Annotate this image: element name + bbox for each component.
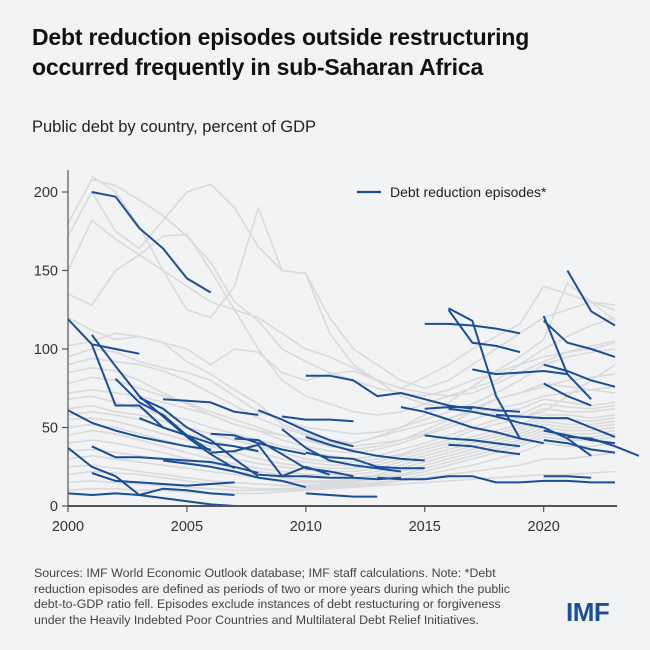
debt-reduction-episode-line [258,473,402,481]
debt-reduction-episode-line [138,396,259,478]
debt-reduction-episode-line [305,435,425,462]
debt-reduction-episode-line [543,363,616,388]
debt-reduction-episode-line [305,492,378,498]
debt-reduction-episode-line [542,315,592,400]
debt-reduction-episode-line [496,413,616,438]
debt-reduction-episode-line [566,269,616,327]
debt-reduction-episode-line [447,309,521,354]
debt-reduction-episode-line [424,322,521,335]
country-series-line [67,282,616,444]
debt-reduction-episode-line [543,382,592,407]
debt-reduction-episode-line [67,447,235,496]
chart-subtitle: Public debt by country, percent of GDP [32,118,317,136]
legend-label: Debt reduction episodes* [390,184,547,200]
debt-reduction-episode-line [114,378,212,452]
country-series-line [67,420,616,473]
debt-reduction-episode-line [67,409,211,451]
y-tick-label: 200 [34,185,58,201]
debt-reduction-episode-line [163,398,259,416]
x-tick-label: 2015 [409,519,441,535]
debt-reduction-episode-line [210,443,330,478]
country-series-line [67,389,616,454]
debt-reduction-episode-line [305,451,425,470]
debt-reduction-episode-line [91,343,140,355]
debt-reduction-episode-line [543,475,592,479]
country-series-line [67,433,616,484]
country-series-line [67,233,616,416]
x-tick-label: 2020 [528,519,560,535]
x-tick-label: 2010 [290,519,322,535]
country-series-line [67,417,616,470]
debt-reduction-episode-line [91,445,259,474]
legend: Debt reduction episodes* [357,184,547,200]
debt-reduction-episode-line [162,459,307,489]
country-series-line [67,183,616,390]
country-series-line [67,451,616,492]
debt-reduction-episode-line [448,307,521,439]
debt-reduction-episode-line [424,434,521,448]
debt-reduction-episode-line [91,472,235,487]
country-series-line [67,436,616,487]
x-tick-label: 2005 [171,519,203,535]
debt-reduction-episode-line [210,432,306,456]
country-series-line [67,442,616,490]
episode-series-group [67,191,640,507]
country-series-line [67,219,616,397]
debt-reduction-episode-line [67,318,164,429]
y-tick-label: 50 [42,421,58,437]
debt-reduction-episode-line [305,374,473,410]
debt-reduction-episode-line [257,409,354,448]
y-tick-label: 100 [34,342,58,358]
debt-reduction-episode-line [281,428,402,473]
x-tick-label: 2000 [52,519,84,535]
country-series-line [67,178,616,397]
footnote: Sources: IMF World Economic Outlook data… [34,566,510,627]
y-tick-label: 0 [50,499,58,515]
debt-reduction-episode-line [448,443,521,456]
imf-logo: IMF [566,597,610,627]
debt-reduction-episode-line [543,319,616,358]
axes: 0 50 100 150 200 2000 2005 2010 2015 2020 [34,170,617,535]
debt-reduction-episode-line [472,368,568,376]
country-series-line [67,285,616,390]
debt-reduction-episode-line [377,475,615,484]
debt-reduction-episode-line [91,334,236,470]
debt-reduction-episode-line [567,435,640,457]
debt-reduction-episode-line [543,439,616,454]
debt-reduction-episode-line [91,191,212,294]
debt-reduction-episode-line [138,417,259,453]
chart-title: Debt reduction episodes outside restruct… [32,24,530,80]
debt-reduction-episode-line [234,437,354,478]
debt-reduction-episode-line [424,406,520,413]
debt-reduction-episode-line [281,415,354,423]
debt-reduction-episode-line [543,426,592,457]
background-series-group [67,175,616,495]
country-series-line [67,348,616,435]
debt-reduction-episode-line [448,407,544,429]
y-tick-label: 150 [34,264,58,280]
country-series-line [91,175,616,419]
